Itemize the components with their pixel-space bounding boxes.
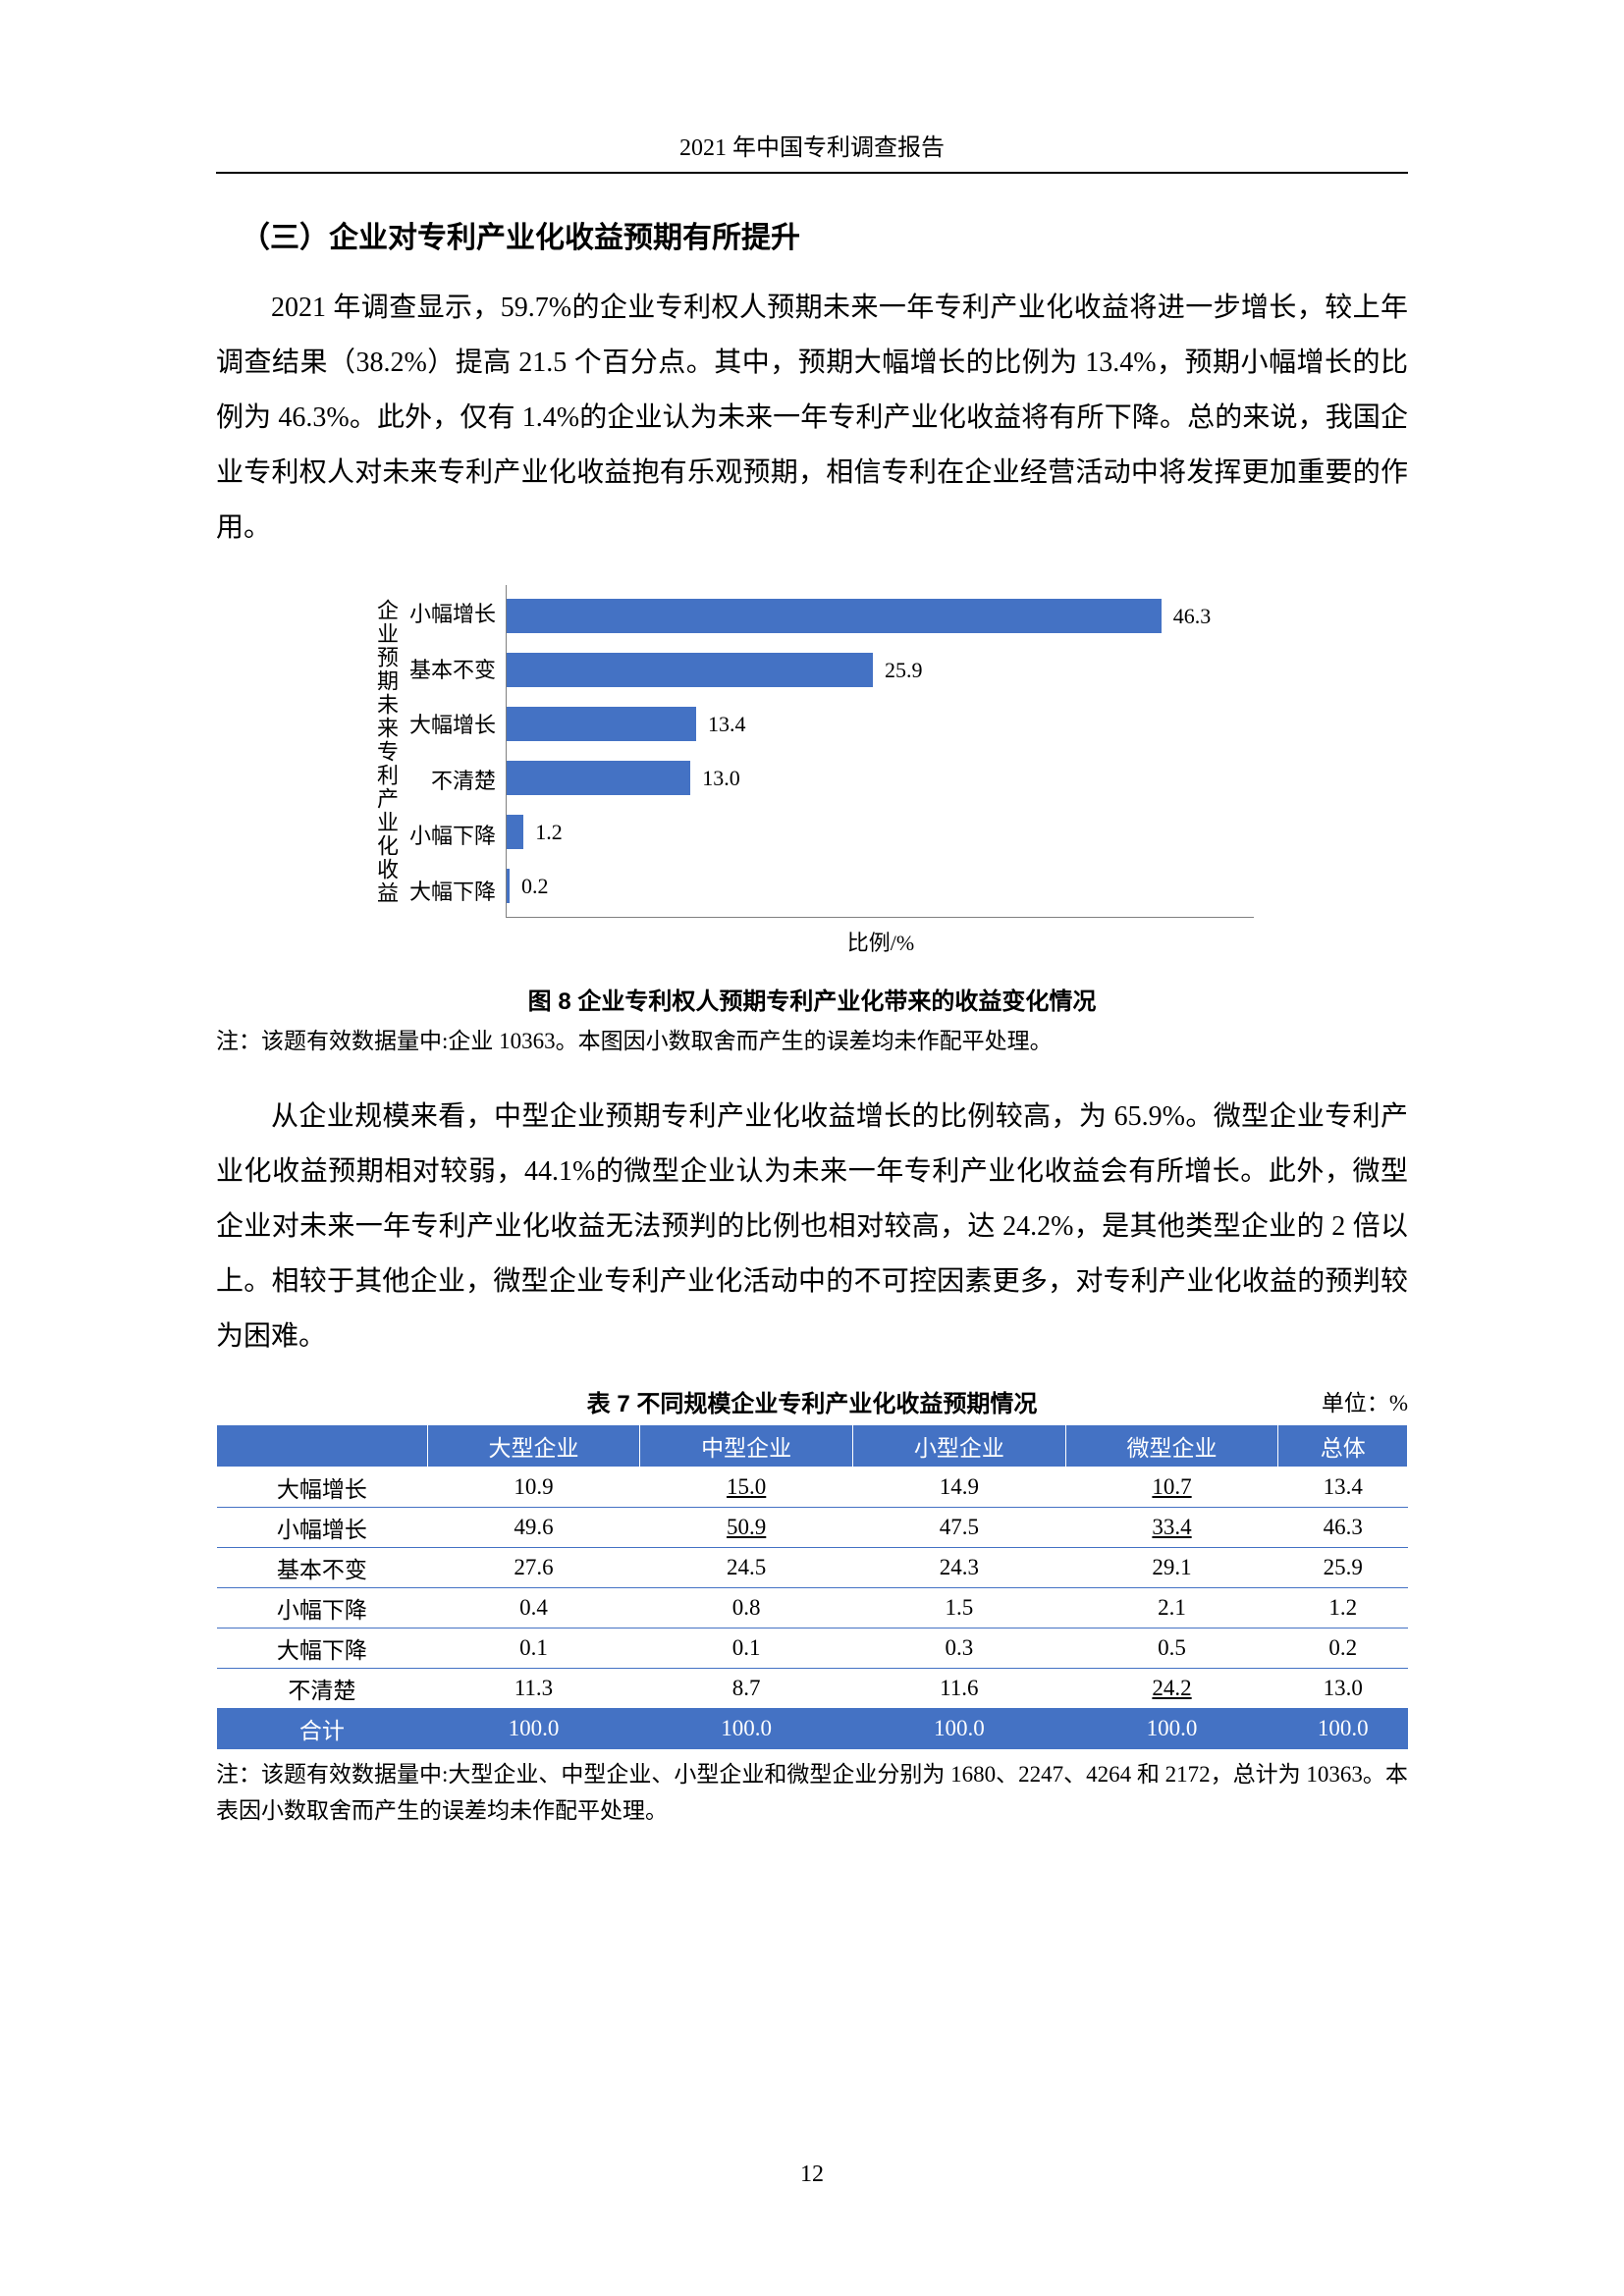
table-cell: 1.2 — [1278, 1588, 1408, 1629]
chart-bar-value: 0.2 — [521, 874, 549, 899]
table-cell: 13.4 — [1278, 1468, 1408, 1508]
table-cell: 47.5 — [853, 1508, 1066, 1548]
header-rule — [216, 172, 1408, 174]
table-cell: 10.7 — [1065, 1468, 1278, 1508]
figure-note: 注：该题有效数据量中:企业 10363。本图因小数取舍而产生的误差均未作配平处理… — [216, 1022, 1408, 1055]
table-cell: 10.9 — [427, 1468, 640, 1508]
chart-bar-row: 46.3 — [507, 589, 1254, 643]
table-row-label: 合计 — [217, 1709, 428, 1749]
table-cell: 0.2 — [1278, 1629, 1408, 1669]
chart-bar-row: 1.2 — [507, 805, 1254, 859]
page-number: 12 — [0, 2162, 1624, 2188]
chart-bar — [507, 653, 873, 687]
table-row-label: 基本不变 — [217, 1548, 428, 1588]
chart-bar-value: 25.9 — [885, 658, 923, 683]
table-cell: 0.4 — [427, 1588, 640, 1629]
figure-caption: 图 8 企业专利权人预期专利产业化带来的收益变化情况 — [216, 982, 1408, 1016]
chart-xaxis-label: 比例/% — [508, 926, 1254, 957]
table-cell: 0.1 — [427, 1629, 640, 1669]
chart-bar-value: 46.3 — [1173, 604, 1212, 629]
chart-category-label: 基本不变 — [409, 641, 496, 695]
bar-chart: 企业预期未来专利产业化收益 小幅增长基本不变大幅增长不清楚小幅下降大幅下降 46… — [370, 585, 1254, 957]
table-cell: 2.1 — [1065, 1588, 1278, 1629]
paragraph-2: 从企业规模来看，中型企业预期专利产业化收益增长的比例较高，为 65.9%。微型企… — [216, 1090, 1408, 1364]
chart-bar — [507, 815, 523, 849]
table-row: 小幅下降0.40.81.52.11.2 — [217, 1588, 1408, 1629]
paragraph-1: 2021 年调查显示，59.7%的企业专利权人预期未来一年专利产业化收益将进一步… — [216, 281, 1408, 556]
chart-bar-row: 13.4 — [507, 697, 1254, 751]
chart-category-label: 小幅下降 — [409, 808, 496, 862]
table-cell: 24.2 — [1065, 1669, 1278, 1709]
chart-category-label: 大幅增长 — [409, 697, 496, 751]
chart-bar — [507, 599, 1162, 633]
table-cell: 8.7 — [640, 1669, 853, 1709]
table-row: 基本不变27.624.524.329.125.9 — [217, 1548, 1408, 1588]
chart-category-label: 大幅下降 — [409, 863, 496, 917]
table-cell: 33.4 — [1065, 1508, 1278, 1548]
table-row-label: 小幅增长 — [217, 1508, 428, 1548]
doc-header-title: 2021 年中国专利调查报告 — [216, 128, 1408, 162]
table-cell: 0.5 — [1065, 1629, 1278, 1669]
table-title: 表 7 不同规模企业专利产业化收益预期情况 — [587, 1384, 1038, 1418]
chart-bar — [507, 707, 696, 741]
table-row-label: 大幅增长 — [217, 1468, 428, 1508]
table-cell: 15.0 — [640, 1468, 853, 1508]
chart-bar-value: 13.4 — [708, 712, 746, 737]
table-cell: 0.1 — [640, 1629, 853, 1669]
table-cell: 29.1 — [1065, 1548, 1278, 1588]
table-cell: 46.3 — [1278, 1508, 1408, 1548]
table-cell: 100.0 — [1278, 1709, 1408, 1749]
table-row: 小幅增长49.650.947.533.446.3 — [217, 1508, 1408, 1548]
table-row-label: 大幅下降 — [217, 1629, 428, 1669]
table-cell: 11.6 — [853, 1669, 1066, 1709]
table-cell: 25.9 — [1278, 1548, 1408, 1588]
table-unit: 单位：% — [1322, 1384, 1408, 1417]
table-total-row: 合计100.0100.0100.0100.0100.0 — [217, 1709, 1408, 1749]
table-cell: 13.0 — [1278, 1669, 1408, 1709]
table-cell: 100.0 — [1065, 1709, 1278, 1749]
chart-bar-row: 0.2 — [507, 859, 1254, 913]
section-heading: （三）企业对专利产业化收益预期有所提升 — [241, 213, 1408, 256]
table-row-label: 小幅下降 — [217, 1588, 428, 1629]
chart-bar-value: 1.2 — [535, 820, 563, 845]
table-header-cell: 小型企业 — [853, 1425, 1066, 1468]
table-cell: 27.6 — [427, 1548, 640, 1588]
table-cell: 100.0 — [853, 1709, 1066, 1749]
table-cell: 0.3 — [853, 1629, 1066, 1669]
table-cell: 11.3 — [427, 1669, 640, 1709]
chart-bar-row: 13.0 — [507, 751, 1254, 805]
table-header-cell: 总体 — [1278, 1425, 1408, 1468]
table-cell: 1.5 — [853, 1588, 1066, 1629]
table-header-cell: 微型企业 — [1065, 1425, 1278, 1468]
table-note: 注：该题有效数据量中:大型企业、中型企业、小型企业和微型企业分别为 1680、2… — [216, 1757, 1408, 1830]
data-table: 大型企业中型企业小型企业微型企业总体 大幅增长10.915.014.910.71… — [216, 1424, 1408, 1749]
chart-bar-value: 13.0 — [702, 766, 740, 791]
table-header-cell — [217, 1425, 428, 1468]
chart-yaxis-title: 企业预期未来专利产业化收益 — [370, 585, 409, 918]
table-row: 不清楚11.38.711.624.213.0 — [217, 1669, 1408, 1709]
table-cell: 14.9 — [853, 1468, 1066, 1508]
table-row: 大幅下降0.10.10.30.50.2 — [217, 1629, 1408, 1669]
table-cell: 50.9 — [640, 1508, 853, 1548]
table-header-cell: 中型企业 — [640, 1425, 853, 1468]
table-cell: 24.5 — [640, 1548, 853, 1588]
chart-bar — [507, 869, 510, 903]
table-row: 大幅增长10.915.014.910.713.4 — [217, 1468, 1408, 1508]
table-cell: 100.0 — [427, 1709, 640, 1749]
chart-bar — [507, 761, 690, 795]
table-cell: 49.6 — [427, 1508, 640, 1548]
table-cell: 100.0 — [640, 1709, 853, 1749]
table-cell: 0.8 — [640, 1588, 853, 1629]
chart-category-label: 不清楚 — [409, 752, 496, 806]
table-row-label: 不清楚 — [217, 1669, 428, 1709]
table-cell: 24.3 — [853, 1548, 1066, 1588]
table-header-cell: 大型企业 — [427, 1425, 640, 1468]
chart-bar-row: 25.9 — [507, 643, 1254, 697]
chart-category-label: 小幅增长 — [409, 586, 496, 640]
